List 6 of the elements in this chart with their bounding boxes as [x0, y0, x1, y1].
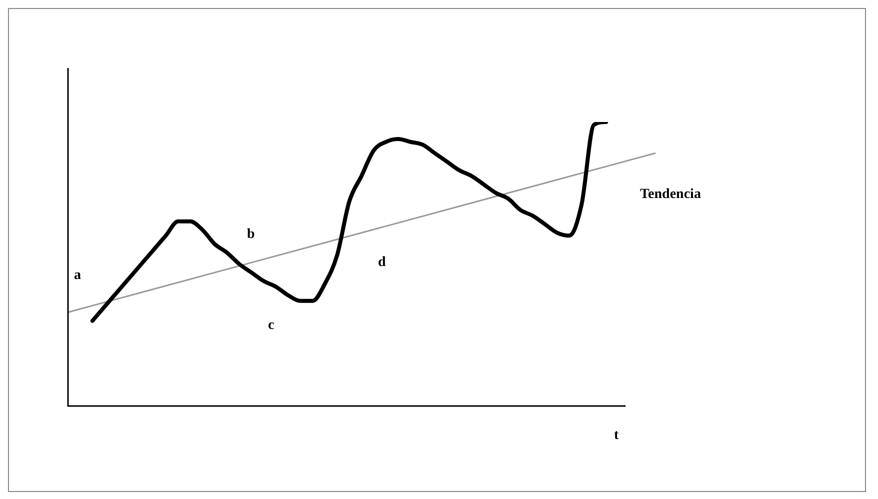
annotation: b	[247, 227, 255, 243]
annotation: c	[268, 318, 274, 334]
annotation: a	[74, 268, 81, 284]
text: Tendencia	[640, 187, 701, 202]
x-axis-title: t	[614, 428, 619, 444]
annotation: d	[378, 255, 386, 271]
